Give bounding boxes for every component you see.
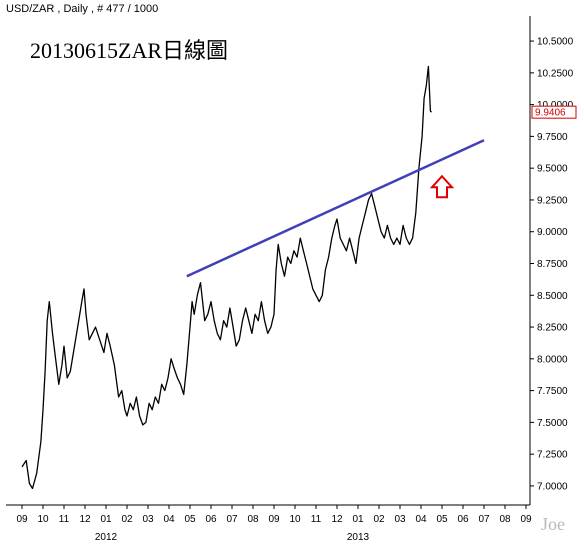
x-tick-label: 04 — [415, 514, 427, 525]
price-series — [21, 65, 432, 490]
y-tick-label: 7.0000 — [537, 481, 568, 492]
x-tick-label: 08 — [247, 514, 259, 525]
y-tick-label: 7.2500 — [537, 450, 568, 461]
y-tick-label: 7.7500 — [537, 386, 568, 397]
x-year-label: 2013 — [347, 532, 370, 543]
x-tick-label: 07 — [478, 514, 490, 525]
y-tick-label: 10.2500 — [537, 68, 574, 79]
x-tick-label: 10 — [37, 514, 49, 525]
last-value-box — [531, 105, 577, 119]
x-tick-label: 06 — [205, 514, 217, 525]
y-tick-label: 8.0000 — [537, 354, 568, 365]
y-tick-label: 7.5000 — [537, 418, 568, 429]
y-axis: 10.5000 10.2500 10.0000 9.7500 9.5000 9.2500 9… — [529, 16, 577, 505]
arrow-up-icon — [429, 174, 455, 199]
chart-header: USD/ZAR , Daily , # 477 / 1000 — [6, 3, 158, 15]
x-tick-label: 08 — [499, 514, 511, 525]
x-tick-label: 12 — [331, 514, 343, 525]
annotation-layer — [429, 174, 455, 199]
y-tick-label: 9.2500 — [537, 195, 568, 206]
x-tick-label: 04 — [163, 514, 175, 525]
chart-title: 20130615ZAR日線圖 — [30, 38, 228, 63]
x-tick-label: 02 — [373, 514, 385, 525]
y-tick-label: 8.2500 — [537, 323, 568, 334]
x-tick-label: 01 — [352, 514, 364, 525]
y-tick-label: 8.7500 — [537, 259, 568, 270]
x-tick-label: 11 — [59, 514, 70, 525]
watermark: Joe — [541, 514, 565, 534]
x-tick-label: 01 — [100, 514, 112, 525]
x-tick-label: 02 — [121, 514, 133, 525]
last-value-label: 9.9406 — [535, 108, 566, 119]
y-tick-label: 9.0000 — [537, 227, 568, 238]
y-tick-label: 9.7500 — [537, 132, 568, 143]
trendline — [186, 139, 485, 278]
x-tick-label: 06 — [457, 514, 469, 525]
y-tick-label: 10.0000 — [537, 100, 574, 111]
x-tick-label: 09 — [268, 514, 280, 525]
x-axis: 09 10 11 12 01 02 03 04 05 06 07 08 09 10 11 12 01 02 03 04… — [6, 504, 532, 543]
x-tick-label: 09 — [520, 514, 532, 525]
x-tick-label: 05 — [436, 514, 448, 525]
trendline-layer — [186, 139, 485, 278]
x-tick-label: 12 — [79, 514, 91, 525]
x-tick-label: 10 — [289, 514, 301, 525]
x-tick-label: 07 — [226, 514, 238, 525]
y-tick-label: 8.5000 — [537, 291, 568, 302]
x-tick-label: 03 — [142, 514, 154, 525]
x-tick-label: 03 — [394, 514, 406, 525]
price-line — [21, 65, 432, 490]
y-tick-label: 10.5000 — [537, 37, 574, 48]
x-tick-label: 09 — [16, 514, 28, 525]
x-tick-label: 05 — [184, 514, 196, 525]
y-tick-label: 9.5000 — [537, 164, 568, 175]
x-year-label: 2012 — [95, 532, 118, 543]
x-tick-label: 11 — [311, 514, 322, 525]
